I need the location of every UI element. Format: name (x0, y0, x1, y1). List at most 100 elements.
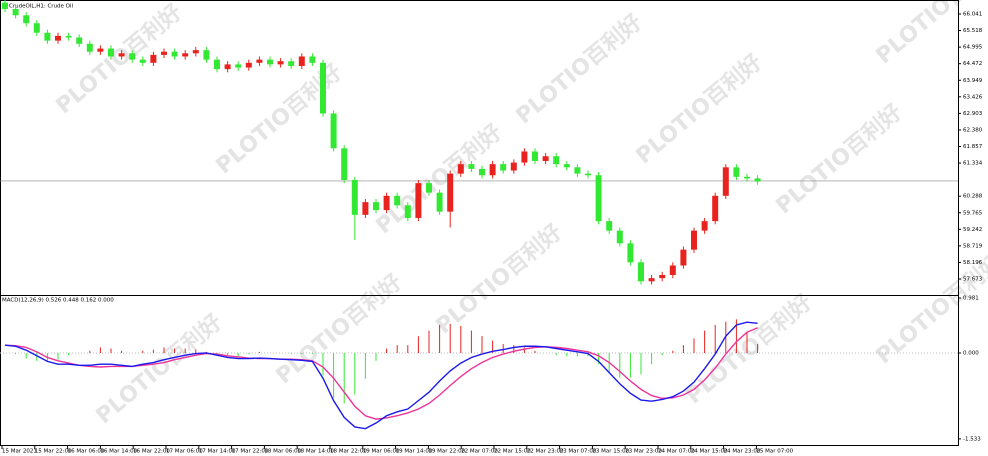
plot-frame (0, 0, 959, 446)
y-tick-label: 64.472 (963, 61, 982, 67)
candle-body (701, 221, 708, 231)
candle-body (521, 151, 528, 163)
x-tick-label: 24 Mar 15:00 (691, 449, 728, 455)
y-tick-label: 62.380 (963, 127, 983, 133)
y-tick-label: 61.334 (963, 161, 983, 167)
x-tick-label: 18 Mar 14:00 (297, 449, 334, 455)
y-tick-label: 62.903 (963, 111, 983, 117)
candle-body (733, 167, 740, 177)
candle-body (542, 156, 549, 161)
candle-body (754, 178, 761, 182)
candle-body (722, 167, 729, 196)
candle-body (267, 59, 273, 65)
candle-body (606, 221, 613, 231)
x-tick-label: 19 Mar 22:00 (428, 449, 465, 455)
y-tick-label: -1.533 (963, 436, 981, 442)
x-tick-label: 18 Mar 06:00 (264, 449, 301, 455)
candle-body (691, 230, 697, 250)
candle-body (55, 35, 61, 41)
candle-body (362, 202, 369, 215)
indicator-title: MACD(12,26,9) 0.526 0.448 0.162 0.000 (2, 298, 114, 304)
chart-title: CrudeOIL,H1: Crude Oil (9, 4, 74, 10)
x-tick-label: 22 Mar 15:00 (494, 449, 531, 455)
candle-body (563, 164, 570, 168)
candle-body (383, 195, 390, 211)
x-tick-label: 19 Mar 06:00 (363, 449, 400, 455)
candle-body (404, 205, 411, 218)
candle-body (298, 56, 305, 66)
candle-body (659, 274, 666, 279)
candle-body (468, 164, 475, 169)
candle-body (235, 64, 242, 68)
x-tick-label: 23 Mar 07:00 (560, 449, 597, 455)
candle-body (256, 59, 263, 63)
candle-body (150, 54, 157, 63)
candle-body (44, 32, 51, 41)
y-tick-label: 58.719 (963, 243, 983, 249)
x-tick-label: 17 Mar 14:00 (199, 449, 236, 455)
candle-body (108, 48, 114, 57)
candle-body (320, 62, 326, 114)
x-tick-label: 19 Mar 14:00 (396, 449, 433, 455)
x-tick-label: 17 Mar 06:00 (166, 449, 203, 455)
candle-body (436, 192, 443, 212)
candle-body (447, 173, 454, 212)
candle-body (330, 113, 337, 149)
candle-body (744, 176, 750, 179)
candle-body (648, 278, 655, 282)
x-tick-label: 22 Mar 23:00 (527, 449, 564, 455)
candle-body (373, 202, 379, 211)
y-tick-label: 60.288 (963, 194, 983, 200)
y-tick-label: 59.242 (963, 227, 982, 233)
candle-body (415, 183, 422, 218)
candle-body (532, 151, 538, 161)
candle-body (351, 179, 358, 215)
y-tick-label: 0.000 (963, 350, 979, 356)
candle-body (574, 167, 581, 174)
candle-body (161, 51, 167, 55)
y-tick-label: 65.518 (963, 28, 983, 34)
candle-body (553, 156, 560, 165)
candle-body (97, 48, 104, 52)
candle-body (680, 249, 687, 266)
x-tick-label: 16 Mar 22:00 (133, 449, 170, 455)
candle-body (341, 148, 348, 180)
candle-body (638, 262, 644, 282)
x-tick-label: 24 Mar 23:00 (724, 449, 761, 455)
candle-body (510, 162, 517, 171)
candle-body (214, 59, 220, 70)
candle-body (627, 243, 634, 263)
candle-body (224, 64, 231, 70)
x-tick-label: 17 Mar 22:00 (232, 449, 269, 455)
candle-body (277, 61, 284, 65)
candle-body (192, 50, 199, 54)
x-tick-label: 15 Mar 2021 (2, 449, 37, 455)
x-tick-label: 22 Mar 07:00 (461, 449, 498, 455)
y-tick-label: 0.981 (963, 296, 979, 302)
candle-body (65, 35, 72, 38)
candle-body (426, 183, 432, 193)
candle-body (288, 61, 295, 66)
candle-body (457, 164, 464, 174)
y-tick-label: 66.041 (963, 11, 982, 17)
candle-body (669, 265, 676, 275)
candle-body (86, 43, 93, 52)
candle-body (129, 53, 136, 60)
x-tick-label: 18 Mar 22:00 (330, 449, 367, 455)
candle-body (118, 53, 125, 57)
candle-body (171, 51, 178, 57)
candle-body (203, 50, 210, 60)
candle-body (182, 53, 189, 57)
x-tick-label: 15 Mar 22:00 (35, 449, 72, 455)
candle-body (479, 168, 485, 176)
candle-body (616, 230, 623, 244)
x-tick-label: 25 Mar 07:00 (756, 449, 793, 455)
x-tick-label: 16 Mar 14:00 (100, 449, 137, 455)
y-tick-label: 63.426 (963, 94, 983, 100)
candle-body (2, 2, 8, 9)
candle-body (12, 8, 19, 16)
x-tick-label: 16 Mar 06:00 (68, 449, 105, 455)
candle-body (309, 56, 316, 63)
